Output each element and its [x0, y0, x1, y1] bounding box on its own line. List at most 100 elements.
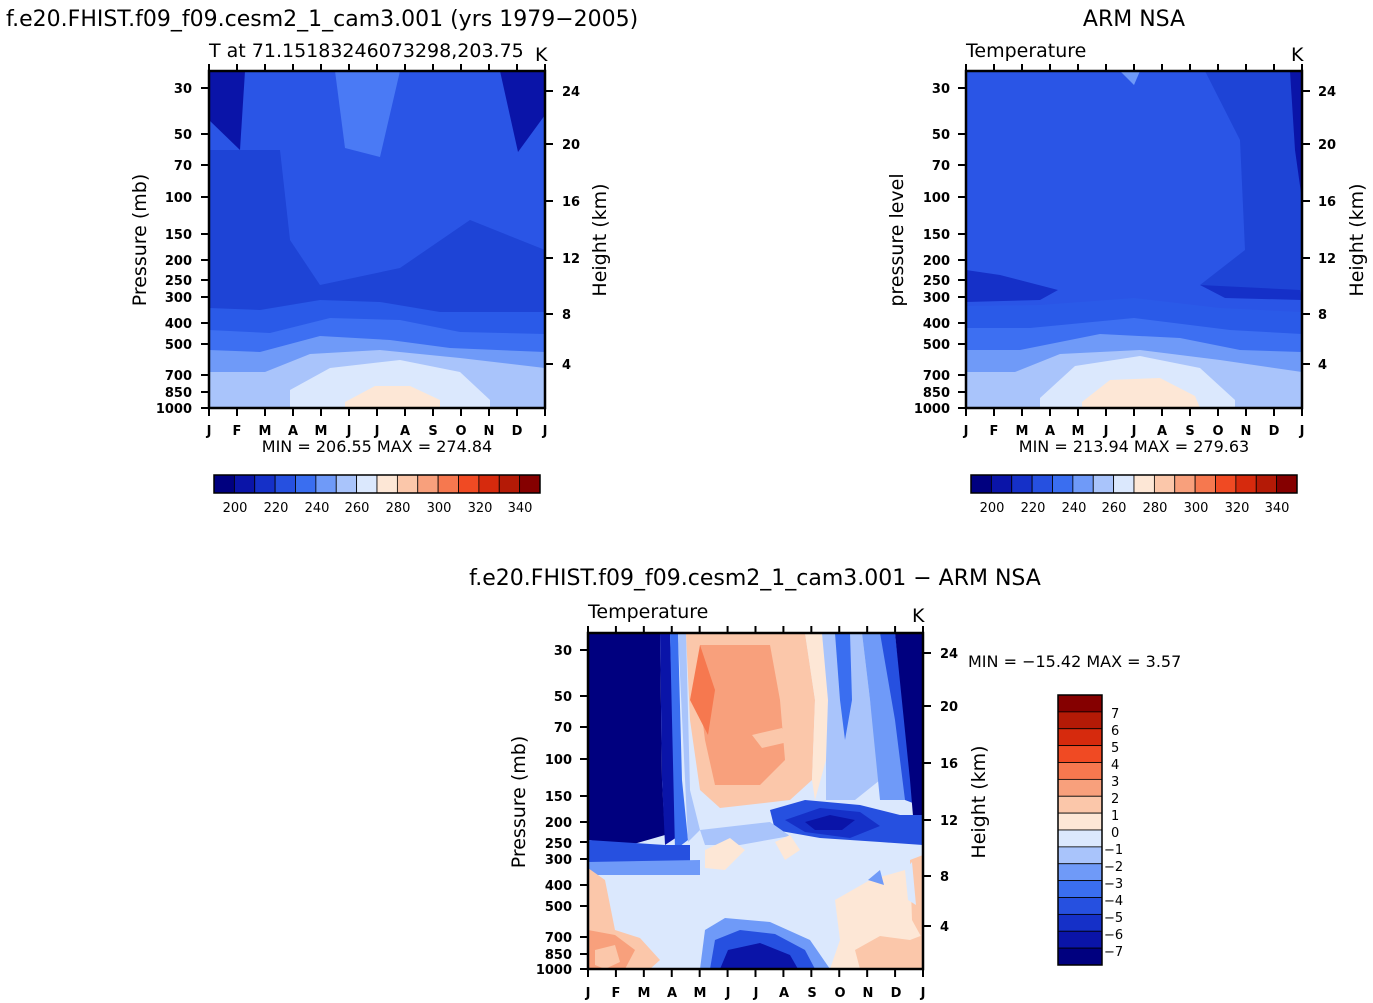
- panel-obs-yticks-right: 24 20 16 12 8 4: [1318, 85, 1336, 373]
- colorbar-swatch: [1057, 880, 1103, 898]
- panel-model-ytick: 500: [165, 338, 192, 353]
- panel-model-height-tick: 24: [562, 85, 580, 100]
- colorbar-label: 0: [1111, 826, 1119, 841]
- colorbar-swatch: [1057, 762, 1103, 780]
- colorbar-swatch: [233, 474, 256, 494]
- colorbar-swatch: [1057, 812, 1103, 831]
- panel-model-height-tick: 20: [562, 138, 580, 153]
- colorbar-label: 340: [508, 501, 533, 516]
- panel-obs-ytick: 1000: [914, 402, 950, 417]
- colorbar-swatch: [970, 474, 992, 494]
- colorbar-label: 260: [1102, 501, 1127, 516]
- panel-diff-ytick: 250: [545, 837, 572, 852]
- panel-diff-height-tick: 24: [940, 647, 958, 662]
- colorbar-label: 280: [1143, 501, 1168, 516]
- panel-obs-stats: MIN = 213.94 MAX = 279.63: [1019, 437, 1249, 456]
- panel-model-ytick: 70: [174, 159, 192, 174]
- panel-model-xtick: S: [428, 424, 437, 439]
- colorbar-label: 1: [1111, 809, 1119, 824]
- panel-diff-xtick: D: [891, 986, 902, 1001]
- panel-obs-ytick: 100: [923, 191, 950, 206]
- colorbar-swatch: [437, 474, 459, 494]
- colorbar-swatch: [1057, 795, 1103, 814]
- panel-obs-colorbar: [970, 474, 1298, 494]
- panel-model-height-tick: 4: [562, 358, 571, 373]
- panel-obs-height-tick: 8: [1318, 308, 1327, 323]
- panel-model-xtick: J: [346, 424, 352, 439]
- colorbar-swatch: [396, 474, 419, 494]
- panel-obs-ytick: 30: [932, 82, 950, 97]
- colorbar-label: 200: [980, 501, 1005, 516]
- panel-obs-xtick: O: [1212, 424, 1223, 439]
- panel-diff-ytick: 50: [554, 690, 572, 705]
- panel-diff-height-tick: 16: [940, 757, 958, 772]
- panel-obs-colorbar-labels: 200 220 240 260 280 300 320 340: [980, 501, 1290, 516]
- colorbar-swatch: [417, 474, 439, 494]
- panel-obs-xtick: D: [1269, 424, 1280, 439]
- panel-model-stats: MIN = 206.55 MAX = 274.84: [262, 437, 492, 456]
- panel-obs-page-title: ARM NSA: [1083, 7, 1185, 32]
- panel-obs-xtick: J: [963, 424, 969, 439]
- colorbar-label: −1: [1104, 843, 1123, 858]
- colorbar-swatch: [1057, 897, 1103, 915]
- colorbar-label: 4: [1111, 758, 1119, 773]
- colorbar-swatch: [1215, 474, 1237, 494]
- panel-model-yticks: 30 50 70 100 150 200 250 300 400 500 700…: [156, 82, 192, 417]
- panel-model-ytick: 30: [174, 82, 192, 97]
- panel-model-colorbar: [213, 474, 541, 494]
- panel-diff-colorbar-labels: 7 6 5 4 3 2 1 0 −1 −2 −3 −4 −5 −6 −7: [1104, 707, 1123, 960]
- colorbar-label: 200: [223, 501, 248, 516]
- panel-model-xtick: N: [484, 424, 495, 439]
- panel-model-xtick: M: [315, 424, 328, 439]
- panel-obs-height-tick: 20: [1318, 138, 1336, 153]
- colorbar-swatch: [1011, 474, 1033, 494]
- panel-model-height-tick: 12: [562, 252, 580, 267]
- colorbar-swatch: [315, 474, 337, 494]
- colorbar-swatch: [1194, 474, 1216, 494]
- panel-diff-xtick: A: [779, 986, 789, 1001]
- panel-obs-title: Temperature: [965, 40, 1086, 62]
- colorbar-label: 220: [264, 501, 289, 516]
- colorbar-swatch: [498, 474, 521, 494]
- panel-obs-ytick: 150: [923, 228, 950, 243]
- panel-diff-height-tick: 4: [940, 920, 949, 935]
- colorbar-swatch: [1057, 728, 1103, 747]
- panel-diff-xtick: N: [863, 986, 874, 1001]
- panel-obs-height-tick: 12: [1318, 252, 1336, 267]
- panel-obs-xtick: F: [990, 424, 999, 439]
- panel-model-ylabel-right: Height (km): [589, 183, 611, 296]
- panel-diff-ytick: 1000: [536, 963, 572, 978]
- panel-obs-xtick: M: [1016, 424, 1029, 439]
- colorbar-swatch: [1057, 829, 1103, 848]
- colorbar-label: −3: [1104, 877, 1123, 892]
- panel-diff-xtick: J: [920, 986, 926, 1001]
- colorbar-swatch: [990, 474, 1013, 494]
- colorbar-label: 220: [1021, 501, 1046, 516]
- panel-diff-ylabel-right: Height (km): [968, 745, 990, 858]
- panel-model-title: T at 71.15183246073298,203.75: [208, 40, 524, 62]
- colorbar-swatch: [1057, 863, 1103, 882]
- panel-obs: ARM NSA Temperature K 30 50 70 100 150 2…: [886, 7, 1368, 516]
- colorbar-label: −5: [1104, 911, 1123, 926]
- panel-obs-ytick: 200: [923, 254, 950, 269]
- panel-diff-xtick: S: [807, 986, 816, 1001]
- panel-obs-ylabel-right: Height (km): [1346, 183, 1368, 296]
- colorbar-swatch: [213, 474, 235, 494]
- colorbar-frame: [1057, 694, 1103, 966]
- panel-diff-ytick: 500: [545, 900, 572, 915]
- panel-model-xtick: J: [374, 424, 380, 439]
- colorbar-swatch: [295, 474, 317, 494]
- panel-model-ytick: 250: [165, 274, 192, 289]
- colorbar-swatch: [1057, 745, 1103, 763]
- panel-model-xtick: F: [233, 424, 242, 439]
- panel-model-xtick: M: [259, 424, 272, 439]
- panel-obs-ytick: 500: [923, 338, 950, 353]
- panel-diff-xticks: J F M A M J J A S O N D J: [585, 986, 926, 1001]
- panel-diff-ylabel: Pressure (mb): [508, 736, 530, 869]
- colorbar-swatch: [1113, 474, 1135, 494]
- panel-diff-ytick: 300: [545, 853, 572, 868]
- colorbar-swatch: [1052, 474, 1074, 494]
- panel-diff-ytick: 30: [554, 644, 572, 659]
- panel-diff-yticks-right: 24 20 16 12 8 4: [940, 647, 958, 935]
